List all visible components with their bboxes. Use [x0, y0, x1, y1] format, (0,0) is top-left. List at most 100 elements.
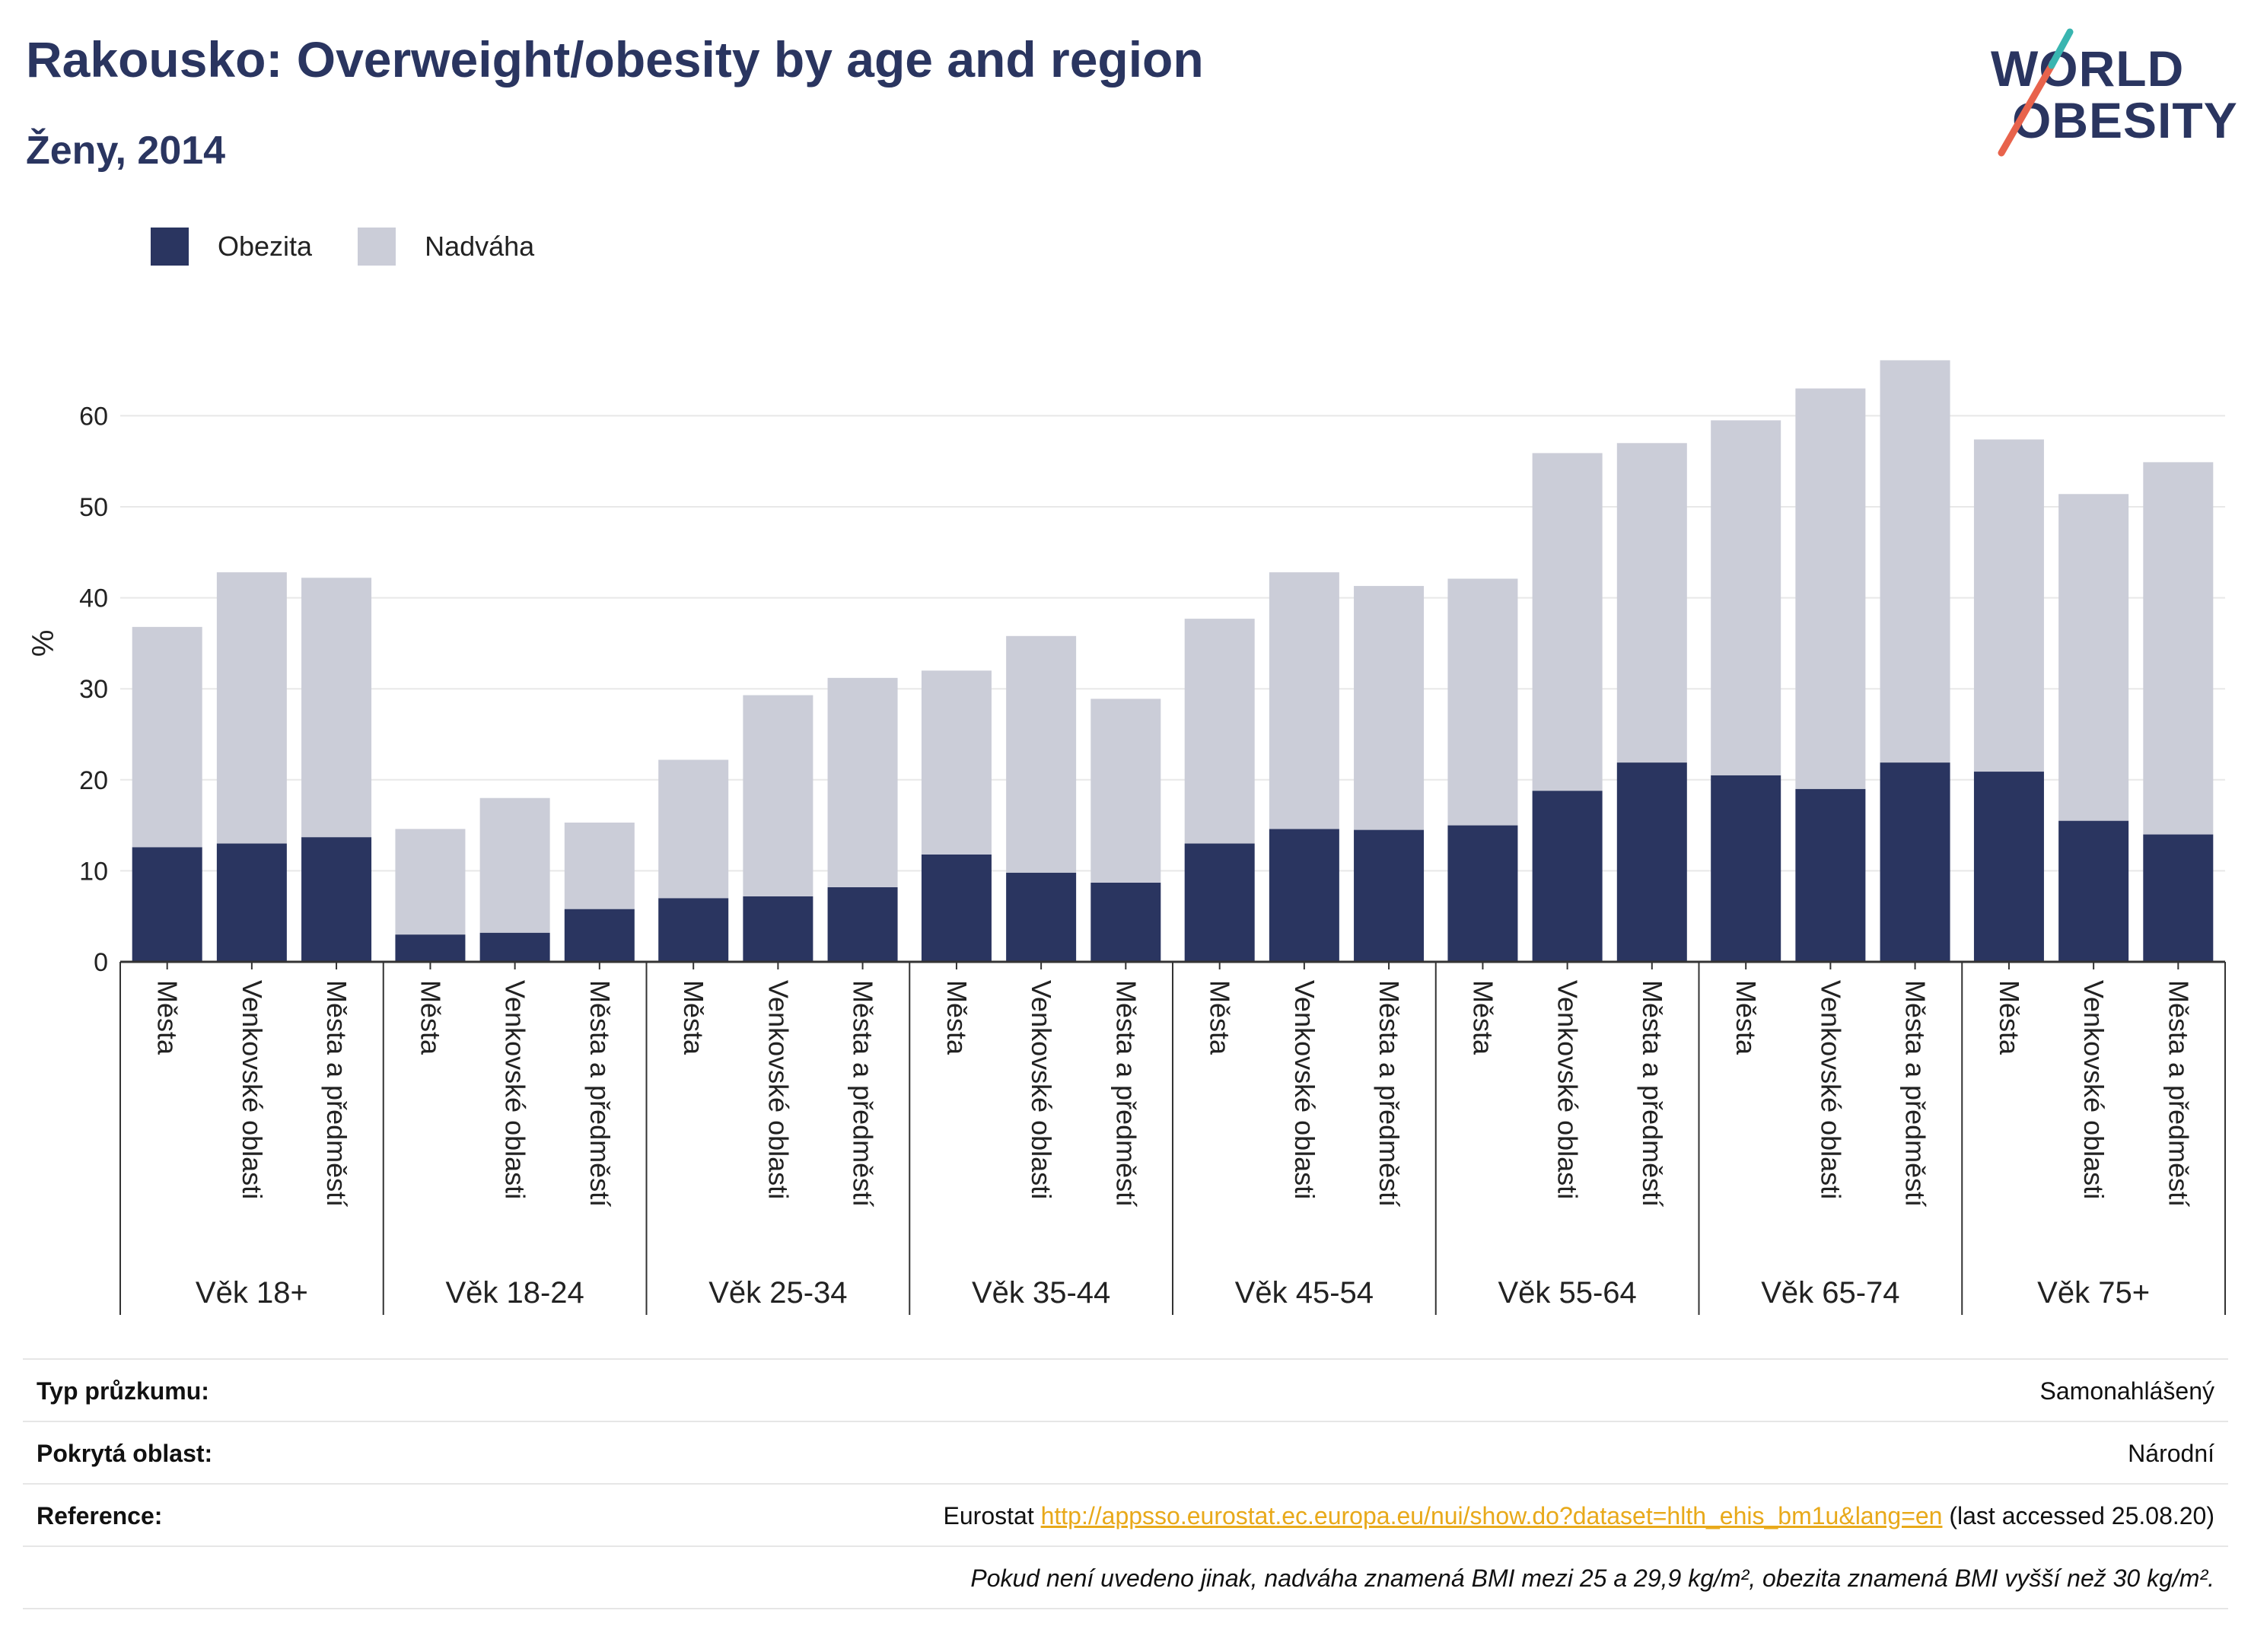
- bar-obezita: [1616, 762, 1687, 962]
- bar-nadvaha: [395, 829, 466, 935]
- x-category-label: Venkovské oblasti: [500, 980, 531, 1199]
- x-category-label: Města a předměstí: [1900, 980, 1931, 1207]
- bar-obezita: [2143, 834, 2214, 962]
- bar-nadvaha: [479, 797, 550, 933]
- bar-obezita: [827, 886, 898, 962]
- legend-item-obezita[interactable]: Obezita: [151, 228, 312, 266]
- legend-label-obezita: Obezita: [218, 231, 313, 262]
- bar-nadvaha: [132, 626, 202, 848]
- legend-swatch-nadvaha: [358, 228, 396, 266]
- bar-obezita: [479, 932, 550, 962]
- bar-nadvaha: [1616, 443, 1687, 763]
- y-tick-label: 0: [94, 948, 108, 977]
- info-row-coverage: Pokrytá oblast: Národní: [23, 1421, 2228, 1485]
- bar-nadvaha: [1354, 586, 1425, 830]
- bar-obezita: [1090, 882, 1161, 962]
- bar-obezita: [564, 909, 635, 962]
- y-tick-label: 50: [79, 493, 108, 522]
- reference-accessed: (last accessed 25.08.20): [1949, 1502, 2214, 1529]
- bar-obezita: [301, 837, 372, 962]
- page-subtitle: Ženy, 2014: [26, 129, 226, 173]
- bar-obezita: [743, 896, 813, 962]
- reference-source: Eurostat: [943, 1502, 1034, 1529]
- bar-nadvaha: [1090, 699, 1161, 883]
- y-tick-label: 60: [79, 402, 108, 431]
- x-category-label: Města a předměstí: [584, 980, 616, 1207]
- bar-obezita: [1006, 872, 1077, 962]
- bar-obezita: [1447, 825, 1518, 962]
- info-row-survey-type: Typ průzkumu: Samonahlášený: [23, 1358, 2228, 1422]
- bar-nadvaha: [1006, 635, 1077, 873]
- x-category-label: Venkovské oblasti: [1815, 980, 1846, 1199]
- bar-nadvaha: [1795, 388, 1866, 789]
- x-category-label: Města a předměstí: [1637, 980, 1668, 1207]
- x-group-label: Věk 25-34: [708, 1276, 847, 1310]
- bar-nadvaha: [921, 670, 992, 855]
- bar-obezita: [1269, 829, 1339, 962]
- x-category-label: Města: [1205, 980, 1236, 1055]
- bar-obezita: [658, 898, 729, 962]
- y-axis-label: %: [27, 630, 60, 657]
- x-category-label: Venkovské oblasti: [1026, 980, 1057, 1199]
- x-group-label: Věk 18+: [196, 1276, 308, 1310]
- legend-item-nadvaha[interactable]: Nadváha: [358, 228, 534, 266]
- info-label: Pokrytá oblast:: [37, 1440, 213, 1467]
- bar-obezita: [1795, 788, 1866, 962]
- x-category-label: Města: [1994, 980, 2025, 1055]
- y-tick-label: 10: [79, 857, 108, 886]
- bar-nadvaha: [658, 759, 729, 899]
- info-label: Reference:: [37, 1502, 163, 1529]
- bar-nadvaha: [1711, 420, 1781, 775]
- x-group-label: Věk 55-64: [1498, 1276, 1636, 1310]
- bar-obezita: [1184, 843, 1255, 962]
- page-title: Rakousko: Overweight/obesity by age and …: [26, 31, 1204, 88]
- bar-nadvaha: [2143, 462, 2214, 835]
- bar-obezita: [216, 843, 287, 962]
- bar-nadvaha: [1447, 578, 1518, 826]
- bar-nadvaha: [564, 823, 635, 909]
- x-group-label: Věk 18-24: [445, 1276, 584, 1310]
- legend-swatch-obezita: [151, 228, 189, 266]
- info-row-note: Pokud není uvedeno jinak, nadváha znamen…: [23, 1545, 2228, 1609]
- bar-obezita: [2058, 820, 2129, 962]
- stacked-bar-chart: 0 10 20 30 40 50 60% Města Venkovské oblasti Měst…: [27, 360, 2226, 1315]
- x-category-label: Města a předměstí: [1110, 980, 1141, 1207]
- x-category-label: Města a předměstí: [321, 980, 352, 1207]
- definition-note: Pokud není uvedeno jinak, nadváha znamen…: [970, 1564, 2214, 1592]
- x-group-label: Věk 45-54: [1235, 1276, 1374, 1310]
- bar-nadvaha: [2058, 494, 2129, 821]
- x-category-label: Venkovské oblasti: [2078, 980, 2109, 1199]
- y-tick-label: 20: [79, 766, 108, 795]
- logo-line-1: WORLD: [1991, 40, 2185, 97]
- x-category-label: Města: [1467, 980, 1498, 1055]
- info-row-reference: Reference: Eurostat http://appsso.eurost…: [23, 1483, 2228, 1547]
- x-category-label: Města: [941, 980, 973, 1055]
- x-category-label: Města a předměstí: [1374, 980, 1405, 1207]
- info-value: Eurostat http://appsso.eurostat.ec.europ…: [944, 1485, 2214, 1547]
- bar-obezita: [1354, 829, 1425, 962]
- bar-nadvaha: [1184, 619, 1255, 844]
- x-category-label: Města: [415, 980, 446, 1055]
- legend-label-nadvaha: Nadváha: [425, 231, 535, 262]
- x-category-label: Města: [678, 980, 709, 1055]
- y-tick-label: 30: [79, 675, 108, 704]
- bar-nadvaha: [1973, 439, 2044, 772]
- x-group-label: Věk 65-74: [1761, 1276, 1899, 1310]
- info-value: Národní: [2128, 1440, 2214, 1467]
- bar-nadvaha: [1532, 453, 1603, 791]
- reference-link[interactable]: http://appsso.eurostat.ec.europa.eu/nui/…: [1040, 1502, 1943, 1529]
- x-category-label: Venkovské oblasti: [1289, 980, 1320, 1199]
- y-tick-label: 40: [79, 584, 108, 613]
- bar-obezita: [921, 854, 992, 962]
- x-group-label: Věk 35-44: [972, 1276, 1110, 1310]
- bar-nadvaha: [827, 677, 898, 887]
- bar-nadvaha: [1269, 572, 1339, 829]
- x-category-label: Města: [1730, 980, 1762, 1055]
- bar-obezita: [132, 847, 202, 962]
- x-category-label: Venkovské oblasti: [1552, 980, 1584, 1199]
- bar-obezita: [1711, 775, 1781, 962]
- bar-obezita: [395, 934, 466, 962]
- bar-nadvaha: [1880, 360, 1950, 763]
- bar-obezita: [1880, 762, 1950, 962]
- bar-nadvaha: [743, 695, 813, 896]
